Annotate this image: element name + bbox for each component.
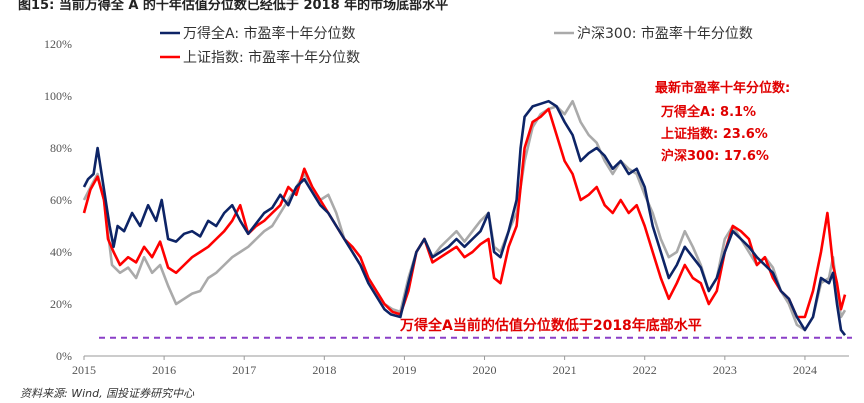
x-tick-label: 2018 bbox=[312, 363, 336, 377]
page-title: 图15: 当前万得全 A 的十年估值分位数已经低于 2018 年的市场底部水平 bbox=[18, 0, 449, 13]
x-tick-label: 2022 bbox=[633, 363, 657, 377]
x-tick-label: 2021 bbox=[553, 363, 577, 377]
y-tick-label: 60% bbox=[50, 193, 72, 207]
series-layer bbox=[82, 99, 847, 336]
x-tick-label: 2024 bbox=[793, 363, 817, 377]
legend-label-hs300: 沪深300: 市盈率十年分位数 bbox=[577, 25, 753, 42]
y-tick-label: 40% bbox=[50, 245, 72, 259]
y-tick-label: 20% bbox=[50, 297, 72, 311]
source-note: 资料来源: Wind, 国投证券研究中心 bbox=[20, 387, 195, 400]
y-axis: 0% 20% 40% 60% 80% 100% 120% bbox=[44, 37, 72, 363]
x-tick-label: 2015 bbox=[72, 363, 96, 377]
x-tick-label: 2019 bbox=[392, 363, 416, 377]
y-tick-label: 0% bbox=[56, 349, 72, 363]
y-tick-label: 100% bbox=[44, 89, 72, 103]
legend-label-sse: 上证指数: 市盈率十年分位数 bbox=[183, 49, 360, 66]
annotation-line-hs300: 沪深300: 17.6% bbox=[661, 148, 769, 164]
x-tick-label: 2023 bbox=[713, 363, 737, 377]
legend[interactable]: 万得全A: 市盈率十年分位数 沪深300: 市盈率十年分位数 上证指数: 市盈率… bbox=[160, 25, 753, 66]
y-tick-label: 120% bbox=[44, 37, 72, 51]
latest-percentile-annotation: 最新市盈率十年分位数: 万得全A: 8.1% 上证指数: 23.6% 沪深300… bbox=[655, 80, 790, 164]
x-tick-label: 2016 bbox=[152, 363, 176, 377]
series-wind-a bbox=[82, 99, 847, 336]
annotation-heading: 最新市盈率十年分位数: bbox=[655, 80, 790, 96]
legend-label-wind-a: 万得全A: 市盈率十年分位数 bbox=[183, 25, 356, 42]
x-tick-label: 2017 bbox=[232, 363, 256, 377]
baseline-label: 万得全A当前的估值分位数低于2018年底部水平 bbox=[399, 317, 702, 334]
x-tick-label: 2020 bbox=[473, 363, 497, 377]
x-axis: 2015 2016 2017 2018 2019 2020 2021 2022 2023 2024 bbox=[72, 355, 849, 377]
annotation-line-wind-a: 万得全A: 8.1% bbox=[660, 104, 756, 120]
y-tick-label: 80% bbox=[50, 141, 72, 155]
annotation-line-sse: 上证指数: 23.6% bbox=[661, 126, 768, 142]
